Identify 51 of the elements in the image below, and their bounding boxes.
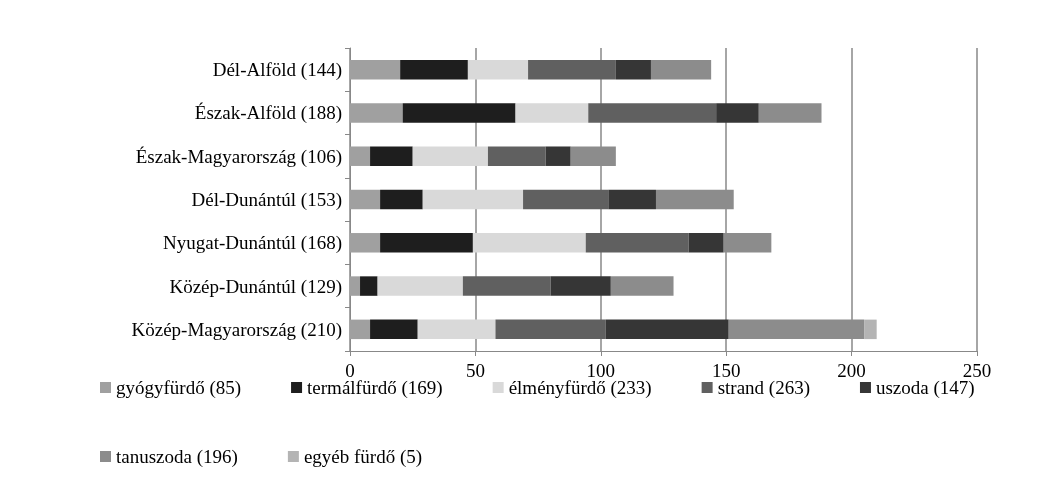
bar	[472, 233, 586, 253]
bar	[370, 146, 413, 166]
bar	[350, 103, 403, 123]
legend-label: egyéb fürdő (5)	[303, 446, 423, 468]
bar	[467, 59, 529, 80]
legend-label: gyógyfürdő (85)	[116, 377, 242, 399]
bar	[377, 276, 463, 296]
bar	[400, 59, 468, 80]
bar	[380, 233, 473, 253]
bar	[588, 103, 717, 123]
bar	[608, 189, 656, 210]
bar	[495, 319, 606, 340]
bar	[545, 146, 571, 166]
bar	[422, 189, 524, 210]
bar	[688, 233, 724, 253]
bar	[610, 276, 674, 296]
bar	[417, 319, 496, 340]
bar	[615, 59, 651, 80]
y-tick-label: Közép-Dunántúl (129)	[169, 275, 342, 298]
bar	[350, 146, 371, 166]
bar	[380, 189, 423, 210]
bar	[864, 319, 877, 340]
bar	[585, 233, 689, 253]
y-tick-label: Észak-Alföld (188)	[194, 102, 342, 125]
y-tick-label: Észak-Magyarország (106)	[135, 145, 342, 168]
bar	[758, 103, 822, 123]
bar	[528, 59, 616, 80]
y-tick-label: Dél-Alföld (144)	[212, 59, 342, 82]
bar	[350, 59, 401, 80]
bar	[350, 276, 361, 296]
bar	[370, 319, 418, 340]
y-tick-label: Dél-Dunántúl (153)	[191, 189, 342, 211]
bar	[605, 319, 729, 340]
bar	[402, 103, 516, 123]
bar	[360, 276, 378, 296]
bar	[515, 103, 589, 123]
x-tick-label: 200	[837, 360, 866, 381]
bar	[487, 146, 546, 166]
x-tick-label: 50	[465, 360, 485, 381]
bar	[716, 103, 759, 123]
y-tick-label: Nyugat-Dunántúl (168)	[163, 232, 342, 255]
legend-label: tanuszoda (196)	[116, 446, 238, 468]
bar	[550, 276, 611, 296]
bar	[350, 233, 381, 253]
bar	[462, 276, 551, 296]
bar	[350, 319, 371, 340]
bar	[650, 59, 712, 80]
bar	[412, 146, 488, 166]
bar	[350, 189, 381, 210]
y-tick-label: Közép-Magyarország (210)	[131, 318, 342, 341]
bar	[523, 189, 609, 210]
